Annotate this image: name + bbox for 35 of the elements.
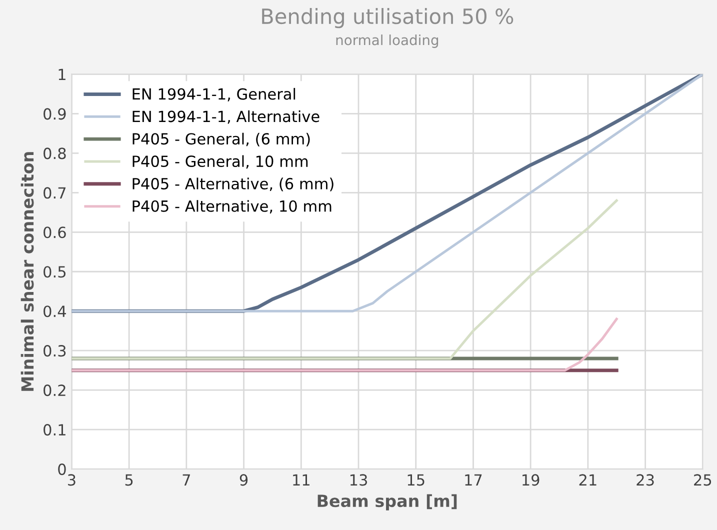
x-tick-label: 13	[350, 474, 367, 486]
x-tick-label: 3	[68, 474, 76, 486]
x-tick-label: 9	[240, 474, 248, 486]
legend-label: EN 1994-1-1, Alternative	[132, 110, 320, 124]
x-axis-title: Beam span [m]	[318, 494, 457, 510]
x-tick-label: 5	[125, 474, 133, 486]
y-tick-label: 0	[58, 464, 66, 476]
chart-subtitle: normal loading	[336, 34, 438, 48]
y-tick-label: 0.5	[44, 266, 66, 278]
legend-label: P405 - Alternative, (6 mm)	[132, 178, 334, 192]
y-tick-label: 0.7	[44, 187, 66, 199]
y-tick-label: 0.9	[44, 108, 66, 120]
x-tick-label: 23	[636, 474, 654, 486]
y-tick-label: 0.1	[44, 424, 66, 436]
legend-label: P405 - General, (6 mm)	[132, 132, 310, 146]
y-tick-label: 0.4	[44, 306, 66, 318]
x-tick-label: 7	[182, 474, 190, 486]
line-series	[72, 318, 618, 372]
x-tick-label: 19	[522, 474, 540, 486]
x-tick-label: 21	[579, 474, 596, 486]
line-series	[72, 199, 618, 360]
y-tick-label: 0.3	[44, 345, 66, 357]
legend-label: EN 1994-1-1, General	[132, 88, 296, 102]
y-tick-label: 0.6	[44, 226, 66, 238]
x-tick-label: 11	[293, 474, 310, 486]
y-axis-title: Minimal shear conneciton	[20, 152, 34, 391]
chart-title: Bending utilisation 50 %	[262, 8, 514, 28]
x-tick-label: 15	[408, 474, 424, 486]
y-tick-label: 0.8	[44, 148, 66, 160]
y-tick-label: 1	[58, 68, 66, 80]
x-tick-label: 25	[694, 474, 712, 486]
x-tick-label: 17	[465, 474, 482, 486]
legend-label: P405 - General, 10 mm	[132, 155, 308, 169]
legend-label: P405 - Alternative, 10 mm	[132, 200, 332, 214]
y-tick-label: 0.2	[44, 384, 66, 396]
